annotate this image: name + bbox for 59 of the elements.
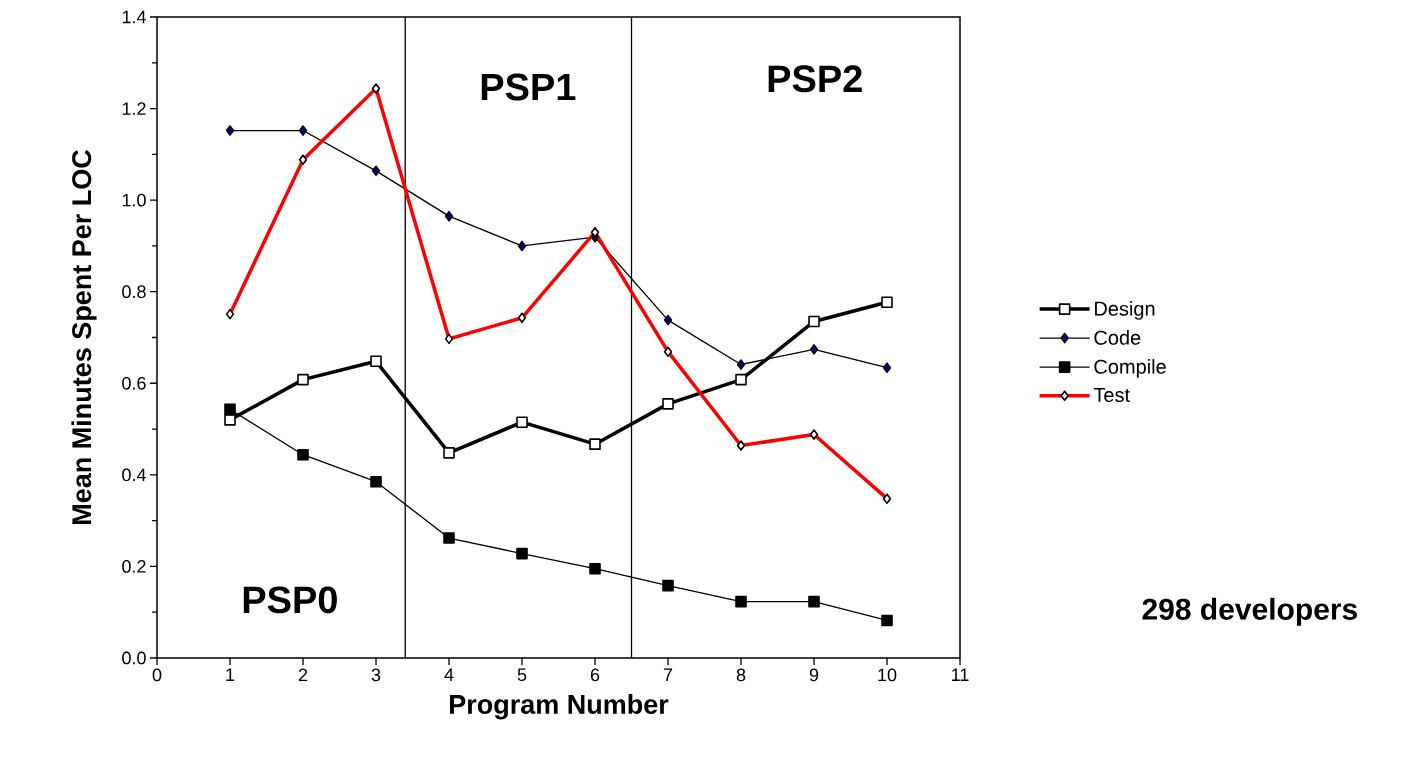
y-tick-label: 1.0 (122, 193, 146, 207)
point (882, 362, 892, 374)
text: 298 developers (1142, 597, 1357, 626)
x-axis-title: Program Number (450, 694, 669, 720)
point (224, 414, 236, 426)
y-tick-label: 0.4 (122, 468, 146, 482)
legend-label: Compile (1094, 359, 1166, 378)
x-tick-label: 10 (878, 668, 897, 682)
point (224, 403, 236, 416)
point (808, 315, 820, 328)
y-axis-title: Mean Minutes Spent Per LOC (71, 149, 97, 524)
x-tick-label: 6 (590, 668, 600, 682)
y-tick-label: 0.8 (122, 285, 146, 299)
annotation: PSP1 (481, 73, 576, 101)
x-tick-label: 11 (952, 668, 969, 681)
annotation: PSP0 (243, 586, 337, 614)
point (298, 125, 308, 136)
x-tick-label: 3 (371, 668, 381, 682)
y-tick-label: 0.6 (122, 376, 146, 390)
point (735, 373, 747, 386)
point (443, 532, 455, 544)
x-tick-label: 0 (152, 668, 162, 682)
point (370, 475, 382, 488)
point (808, 595, 820, 608)
x-tick-label: 5 (517, 668, 527, 682)
point (662, 579, 674, 592)
point (225, 125, 235, 136)
point (443, 447, 455, 459)
point (516, 547, 528, 560)
point (881, 296, 893, 309)
point (444, 210, 454, 222)
legend-label: Test (1093, 388, 1130, 403)
x-tick-label: 4 (444, 668, 454, 681)
point (735, 595, 747, 608)
x-tick-label: 1 (226, 668, 235, 681)
annotation: PSP2 (768, 65, 862, 93)
point (297, 448, 309, 461)
x-tick-label: 9 (809, 668, 819, 682)
point (662, 398, 674, 410)
point (370, 355, 382, 368)
point (589, 438, 601, 450)
point (517, 240, 527, 252)
legend-label: Code (1094, 330, 1141, 345)
point (736, 359, 746, 370)
point (809, 344, 819, 355)
point (589, 562, 601, 575)
y-tick-label: 0.0 (122, 651, 146, 665)
x-tick-label: 7 (663, 668, 673, 681)
x-tick-label: 2 (298, 668, 308, 682)
y-tick-label: 1.4 (122, 10, 146, 24)
point (516, 416, 528, 428)
legend-label: Design (1095, 301, 1155, 320)
point (881, 614, 893, 627)
y-tick-label: 1.2 (122, 102, 146, 115)
point (663, 314, 673, 326)
y-tick-label: 0.2 (122, 560, 146, 573)
point (297, 373, 309, 386)
x-tick-label: 8 (736, 668, 746, 682)
point (371, 165, 381, 177)
